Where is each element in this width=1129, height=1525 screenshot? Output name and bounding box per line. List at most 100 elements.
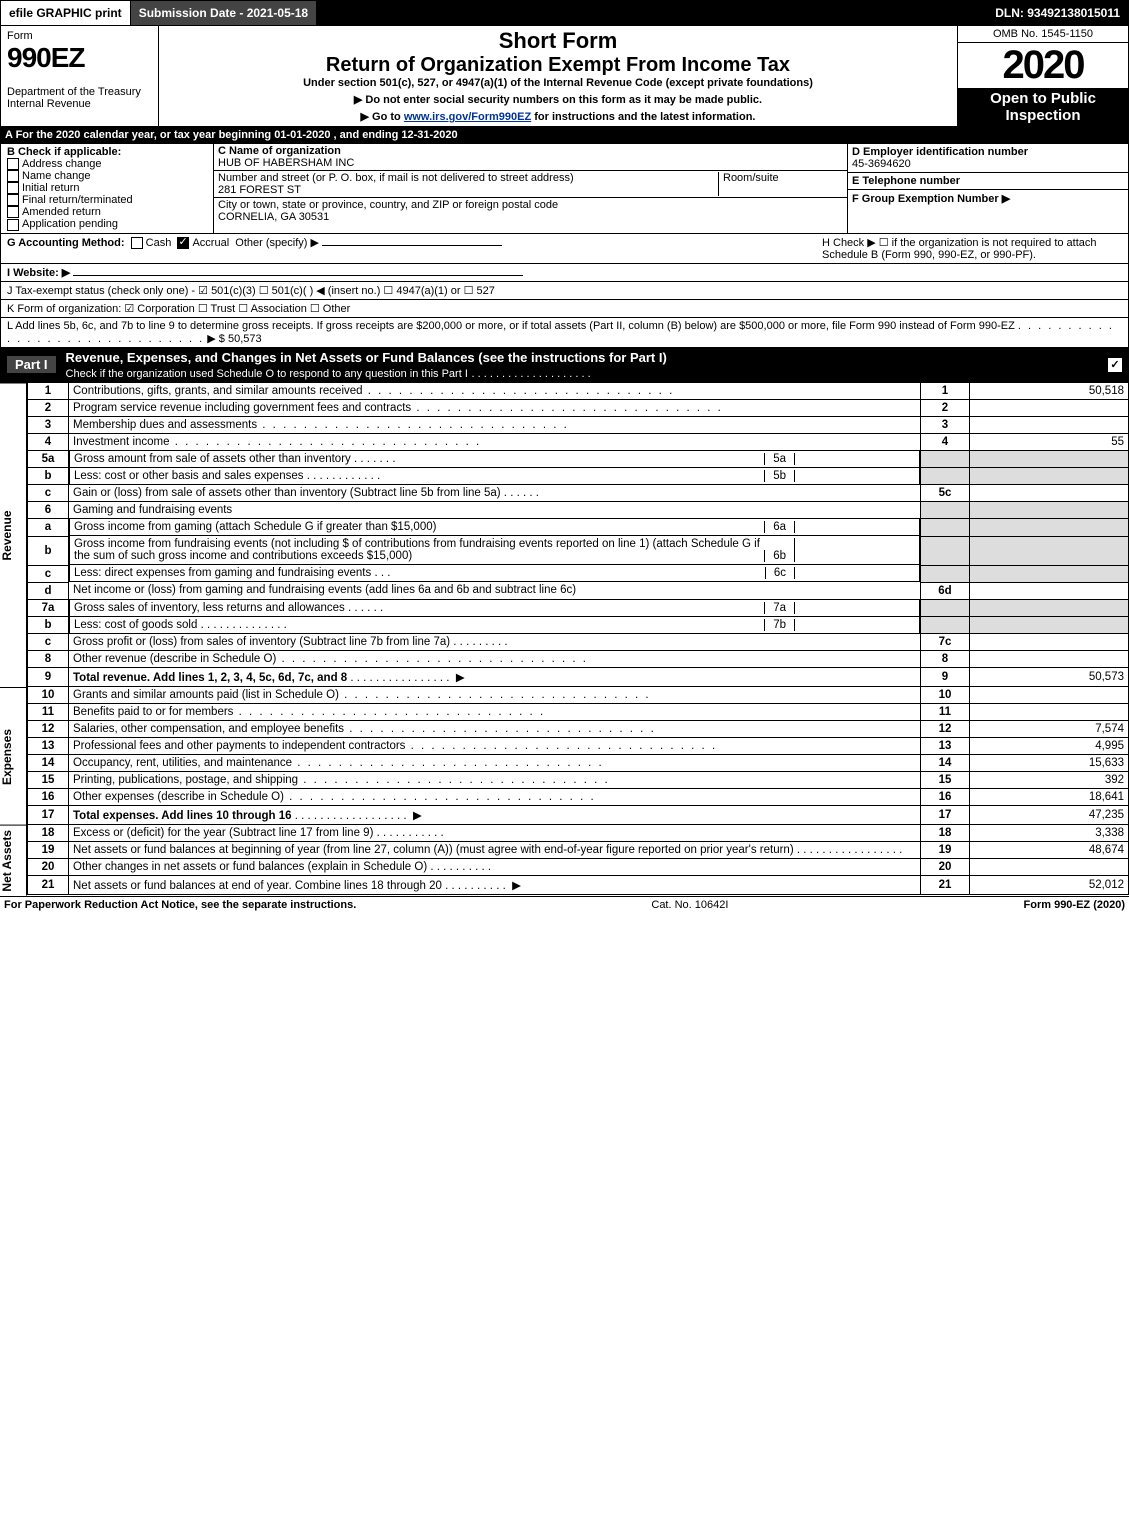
row-7a: 7aGross sales of inventory, less returns…	[28, 599, 1129, 617]
footer-form: Form 990-EZ (2020)	[1024, 899, 1125, 911]
line-h: H Check ▶ ☐ if the organization is not r…	[822, 236, 1122, 261]
b-label: B Check if applicable:	[7, 146, 207, 158]
row-21: 21Net assets or fund balances at end of …	[28, 876, 1129, 895]
goto-pre: ▶ Go to	[361, 111, 404, 123]
row-16: 16Other expenses (describe in Schedule O…	[28, 789, 1129, 806]
city-label: City or town, state or province, country…	[218, 199, 843, 211]
accrual-checkbox[interactable]	[177, 237, 189, 249]
part-1-title: Revenue, Expenses, and Changes in Net As…	[66, 350, 667, 380]
net-assets-label: Net Assets	[0, 825, 27, 896]
org-name: HUB OF HABERSHAM INC	[218, 157, 843, 169]
form-number: 990EZ	[7, 42, 152, 74]
check-initial-return[interactable]: Initial return	[7, 182, 207, 194]
check-final-return[interactable]: Final return/terminated	[7, 194, 207, 206]
website-label: I Website: ▶	[7, 267, 70, 279]
section-b: B Check if applicable: Address change Na…	[1, 144, 214, 233]
row-3: 3Membership dues and assessments3	[28, 416, 1129, 433]
other-specify-input[interactable]	[322, 245, 502, 246]
section-c: C Name of organization HUB OF HABERSHAM …	[214, 144, 847, 233]
revenue-table: 1Contributions, gifts, grants, and simil…	[27, 383, 1129, 688]
part-1-badge: Part I	[7, 356, 56, 373]
ein-value: 45-3694620	[852, 158, 1124, 170]
form-year-block: OMB No. 1545-1150 2020 Open to Public In…	[957, 26, 1128, 126]
row-5a: 5aGross amount from sale of assets other…	[28, 450, 1129, 468]
check-name-change[interactable]: Name change	[7, 170, 207, 182]
footer-cat: Cat. No. 10642I	[651, 899, 728, 911]
check-application-pending[interactable]: Application pending	[7, 218, 207, 230]
room-suite: Room/suite	[718, 172, 843, 196]
top-bar: efile GRAPHIC print Submission Date - 20…	[0, 0, 1129, 26]
row-7c: cGross profit or (loss) from sales of in…	[28, 634, 1129, 651]
row-6a: aGross income from gaming (attach Schedu…	[28, 519, 1129, 537]
street-value: 281 FOREST ST	[218, 184, 718, 196]
row-15: 15Printing, publications, postage, and s…	[28, 772, 1129, 789]
part-1-sub: Check if the organization used Schedule …	[66, 368, 468, 380]
row-5b: bLess: cost or other basis and sales exp…	[28, 468, 1129, 485]
row-17: 17Total expenses. Add lines 10 through 1…	[28, 806, 1129, 825]
short-form-label: Short Form	[165, 28, 951, 54]
row-6d: dNet income or (loss) from gaming and fu…	[28, 582, 1129, 599]
city-value: CORNELIA, GA 30531	[218, 211, 843, 223]
l-text: L Add lines 5b, 6c, and 7b to line 9 to …	[7, 320, 1015, 332]
row-6c: cLess: direct expenses from gaming and f…	[28, 565, 1129, 582]
line-k: K Form of organization: ☑ Corporation ☐ …	[0, 300, 1129, 318]
tax-year: 2020	[958, 43, 1128, 88]
form-subtitle: Under section 501(c), 527, or 4947(a)(1)…	[165, 77, 951, 89]
d-label: D Employer identification number	[852, 146, 1124, 158]
line-g-h: G Accounting Method: Cash Accrual Other …	[0, 234, 1129, 264]
part-1-check[interactable]: ✓	[1108, 358, 1122, 372]
omb-label: OMB No. 1545-1150	[958, 26, 1128, 43]
net-assets-section: Net Assets 18Excess or (deficit) for the…	[0, 825, 1129, 896]
row-9: 9Total revenue. Add lines 1, 2, 3, 4, 5c…	[28, 668, 1129, 687]
line-a: A For the 2020 calendar year, or tax yea…	[0, 127, 1129, 144]
revenue-label: Revenue	[0, 383, 27, 688]
row-20: 20Other changes in net assets or fund ba…	[28, 859, 1129, 876]
line-g: G Accounting Method: Cash Accrual Other …	[7, 236, 502, 249]
line-l: L Add lines 5b, 6c, and 7b to line 9 to …	[0, 318, 1129, 348]
f-label: F Group Exemption Number ▶	[852, 192, 1124, 205]
l-amount: ▶ $ 50,573	[207, 333, 261, 345]
row-5c: cGain or (loss) from sale of assets othe…	[28, 485, 1129, 502]
dln-label: DLN: 93492138015011	[987, 1, 1128, 25]
row-13: 13Professional fees and other payments t…	[28, 738, 1129, 755]
open-inspection: Open to Public Inspection	[958, 88, 1128, 126]
net-assets-table: 18Excess or (deficit) for the year (Subt…	[27, 825, 1129, 895]
form-word: Form	[7, 30, 152, 42]
check-amended-return[interactable]: Amended return	[7, 206, 207, 218]
page-footer: For Paperwork Reduction Act Notice, see …	[0, 896, 1129, 913]
form-header: Form 990EZ Department of the Treasury In…	[0, 26, 1129, 127]
row-11: 11Benefits paid to or for members11	[28, 704, 1129, 721]
row-6b: bGross income from fundraising events (n…	[28, 536, 1129, 565]
check-address-change[interactable]: Address change	[7, 158, 207, 170]
block-b-to-f: B Check if applicable: Address change Na…	[0, 144, 1129, 234]
g-label: G Accounting Method:	[7, 237, 125, 249]
goto-post: for instructions and the latest informat…	[534, 111, 755, 123]
row-2: 2Program service revenue including gover…	[28, 399, 1129, 416]
e-label: E Telephone number	[852, 175, 1124, 187]
website-input[interactable]	[73, 275, 523, 276]
submission-date: Submission Date - 2021-05-18	[131, 1, 317, 25]
line-j: J Tax-exempt status (check only one) - ☑…	[0, 282, 1129, 300]
section-d-e-f: D Employer identification number 45-3694…	[847, 144, 1128, 233]
row-1: 1Contributions, gifts, grants, and simil…	[28, 383, 1129, 400]
expenses-section: Expenses 10Grants and similar amounts pa…	[0, 687, 1129, 825]
row-8: 8Other revenue (describe in Schedule O)8	[28, 651, 1129, 668]
ssn-notice: ▶ Do not enter social security numbers o…	[165, 93, 951, 106]
form-id-block: Form 990EZ Department of the Treasury In…	[1, 26, 159, 126]
irs-link[interactable]: www.irs.gov/Form990EZ	[404, 111, 531, 123]
row-12: 12Salaries, other compensation, and empl…	[28, 721, 1129, 738]
row-18: 18Excess or (deficit) for the year (Subt…	[28, 825, 1129, 842]
form-title-block: Short Form Return of Organization Exempt…	[159, 26, 957, 126]
part-1-header: Part I Revenue, Expenses, and Changes in…	[0, 348, 1129, 383]
row-7b: bLess: cost of goods sold . . . . . . . …	[28, 617, 1129, 634]
form-title: Return of Organization Exempt From Incom…	[165, 54, 951, 77]
cash-checkbox[interactable]	[131, 237, 143, 249]
footer-left: For Paperwork Reduction Act Notice, see …	[4, 899, 356, 911]
row-6: 6Gaming and fundraising events	[28, 502, 1129, 519]
revenue-section: Revenue 1Contributions, gifts, grants, a…	[0, 383, 1129, 688]
street-label: Number and street (or P. O. box, if mail…	[218, 172, 718, 184]
other-specify: Other (specify) ▶	[235, 237, 319, 249]
efile-print-label[interactable]: efile GRAPHIC print	[1, 1, 131, 25]
goto-notice: ▶ Go to www.irs.gov/Form990EZ for instru…	[165, 110, 951, 123]
row-14: 14Occupancy, rent, utilities, and mainte…	[28, 755, 1129, 772]
